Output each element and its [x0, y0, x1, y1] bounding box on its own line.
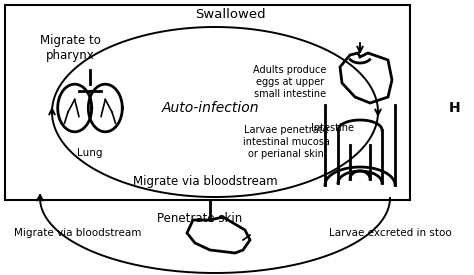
Bar — [5, 5, 410, 200]
Polygon shape — [187, 217, 250, 253]
Text: Larvae excreted in stoo: Larvae excreted in stoo — [328, 228, 451, 238]
Text: Swallowed: Swallowed — [195, 7, 265, 21]
Text: Migrate to
pharynx: Migrate to pharynx — [39, 34, 100, 62]
Text: Lung: Lung — [77, 148, 103, 158]
Text: Larvae penetrate
intestinal mucosa
or perianal skin: Larvae penetrate intestinal mucosa or pe… — [243, 125, 329, 159]
Text: Adults produce
eggs at upper
small intestine: Adults produce eggs at upper small intes… — [253, 65, 327, 99]
Text: Migrate via bloodstream: Migrate via bloodstream — [133, 175, 277, 188]
Text: H: H — [449, 101, 461, 115]
Text: Penetrate skin: Penetrate skin — [157, 211, 243, 224]
Polygon shape — [340, 53, 392, 103]
Text: Migrate via bloodstream: Migrate via bloodstream — [14, 228, 142, 238]
Text: Auto-infection: Auto-infection — [161, 101, 259, 115]
Text: Intestine: Intestine — [311, 123, 355, 133]
